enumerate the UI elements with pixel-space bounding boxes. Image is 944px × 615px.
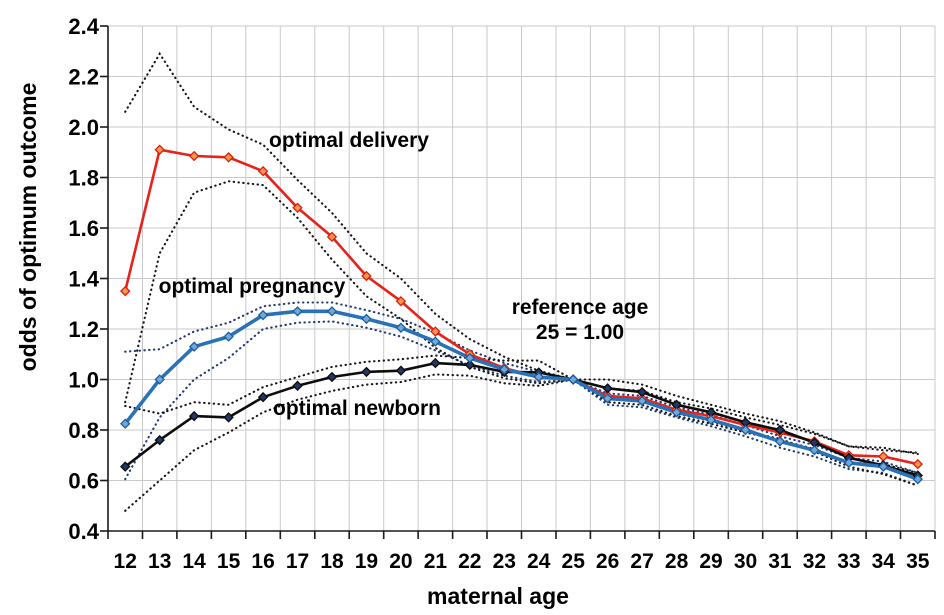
x-tick-label: 28	[665, 550, 689, 573]
y-tick-label: 1.2	[68, 317, 99, 342]
data-point	[602, 383, 613, 394]
data-point	[636, 386, 648, 398]
data-point	[912, 474, 923, 485]
ci-optimal-delivery-lower	[124, 180, 919, 474]
data-point	[774, 424, 786, 436]
data-point	[912, 458, 923, 470]
data-point	[223, 412, 234, 423]
data-point	[257, 165, 269, 177]
x-tick-label: 34	[872, 550, 896, 573]
data-point	[154, 434, 165, 446]
ci-optimal-delivery-upper	[124, 51, 919, 456]
x-tick-label: 29	[699, 550, 722, 573]
data-point	[636, 395, 648, 407]
data-point	[395, 322, 407, 333]
series-optimal-pregnancy-markers	[120, 306, 923, 485]
y-tick-label: 0.6	[68, 469, 99, 494]
data-point	[464, 352, 476, 364]
data-point	[774, 436, 786, 447]
x-tick-label: 21	[424, 550, 448, 573]
data-point	[671, 407, 682, 418]
data-point	[567, 374, 579, 385]
data-point	[878, 451, 889, 462]
data-point	[120, 461, 131, 472]
data-point	[361, 366, 372, 378]
ci-optimal-pregnancy-upper	[124, 301, 919, 474]
x-tick-label: 30	[734, 550, 757, 573]
x-tick-label: 35	[906, 550, 930, 573]
x-tick-label: 17	[286, 550, 309, 573]
x-tick-label: 31	[768, 550, 792, 573]
data-point	[395, 365, 407, 376]
y-tick-label: 0.8	[68, 418, 99, 443]
x-tick-label: 27	[630, 550, 653, 573]
y-tick-label: 2.0	[68, 115, 99, 140]
x-tick-label: 13	[148, 550, 171, 573]
ci-optimal-pregnancy-lower	[124, 320, 919, 487]
x-tick-label: 23	[493, 550, 516, 573]
data-point	[223, 331, 234, 342]
y-tick-label: 1.6	[68, 216, 99, 241]
data-point	[395, 296, 407, 307]
data-point	[843, 457, 855, 469]
x-tick-label: 16	[251, 550, 274, 573]
data-point	[188, 410, 200, 422]
y-tick-label: 2.2	[68, 65, 99, 90]
data-point	[533, 371, 544, 383]
data-point	[326, 371, 338, 383]
data-point	[257, 391, 269, 403]
data-point	[430, 326, 441, 337]
data-point	[223, 152, 234, 163]
data-point	[188, 341, 200, 352]
data-point	[292, 380, 303, 392]
y-tick-label: 1.8	[68, 166, 99, 191]
data-point	[361, 313, 372, 325]
y-tick-label: 2.4	[68, 14, 99, 39]
data-point	[740, 424, 751, 436]
data-point	[361, 270, 372, 282]
data-point	[120, 285, 131, 297]
x-tick-label: 24	[527, 550, 551, 573]
ci-optimal-newborn-lower	[124, 373, 919, 512]
x-tick-label: 19	[355, 550, 378, 573]
data-point	[464, 359, 476, 371]
data-point	[499, 364, 510, 375]
x-tick-label: 20	[389, 550, 412, 573]
x-tick-label: 25	[562, 550, 586, 573]
x-tick-label: 26	[596, 550, 619, 573]
axes	[100, 25, 936, 539]
y-tick-label: 0.4	[68, 519, 99, 544]
series-optimal-pregnancy-line	[123, 309, 920, 482]
tick-labels: 0.4 0.6 0.8 1.0 1.2 1.4 1.6 1.8 2.0 2.2 2.4 12 13 14 1…	[68, 14, 929, 573]
data-point	[326, 231, 338, 243]
x-tick-label: 15	[217, 550, 241, 573]
data-point	[430, 336, 441, 347]
data-point	[326, 306, 338, 317]
data-point	[430, 357, 441, 369]
data-point	[602, 393, 613, 404]
x-tick-label: 14	[182, 550, 206, 573]
x-tick-label: 22	[458, 550, 481, 573]
data-point	[188, 150, 200, 162]
x-tick-label: 32	[803, 550, 826, 573]
data-point	[292, 306, 303, 317]
data-point	[878, 461, 889, 472]
data-point	[120, 418, 131, 429]
data-point	[705, 414, 717, 426]
gridlines	[108, 25, 936, 531]
ci-optimal-newborn-upper	[124, 354, 919, 454]
x-tick-label: 18	[320, 550, 344, 573]
y-tick-label: 1.4	[68, 267, 99, 292]
data-point	[154, 374, 165, 385]
x-tick-label: 33	[837, 550, 860, 573]
data-point	[809, 444, 820, 456]
y-tick-label: 1.0	[68, 368, 99, 393]
data-point	[154, 144, 165, 155]
data-point	[292, 202, 303, 214]
x-tick-label: 12	[114, 550, 137, 573]
data-point	[257, 309, 269, 321]
